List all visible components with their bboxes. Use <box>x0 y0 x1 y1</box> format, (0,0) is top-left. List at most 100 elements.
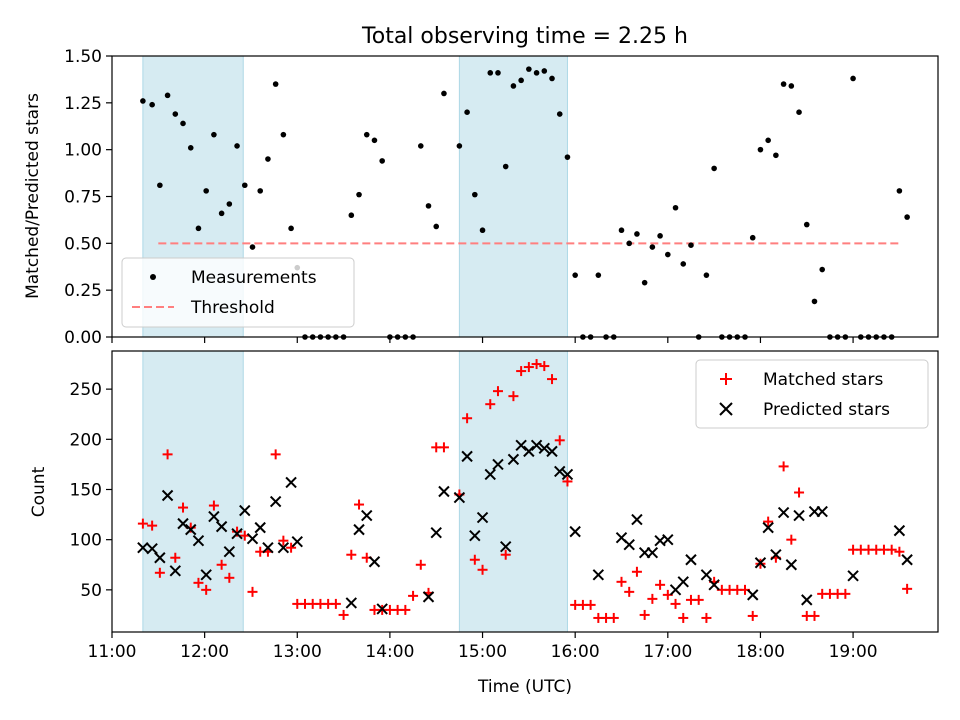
bottom-y-tick-label: 200 <box>70 430 102 450</box>
measurement-point <box>773 152 779 159</box>
bottom-y-tick-label: 100 <box>70 531 102 551</box>
measurement-point <box>757 146 764 153</box>
measurement-point <box>234 143 240 149</box>
predicted-star-point <box>361 509 373 522</box>
measurement-point <box>433 223 440 230</box>
predicted-star-point <box>277 541 290 554</box>
measurement-point <box>641 279 648 286</box>
measurement-point <box>464 109 470 115</box>
predicted-star-point <box>754 557 767 569</box>
matched-star-point <box>624 586 635 597</box>
predicted-star-point <box>177 517 189 530</box>
matched-star-point <box>747 610 758 621</box>
predicted-star-point <box>816 505 828 518</box>
measurement-point <box>172 111 179 117</box>
bottom-y-axis-label: Count <box>29 466 49 517</box>
matched-star-point <box>330 598 341 609</box>
measurement-point <box>518 77 524 84</box>
top-panel: Total observing time = 2.25 h 0.000.250.… <box>23 24 939 348</box>
matched-star-point <box>809 610 820 621</box>
measurement-point <box>472 191 478 198</box>
measurement-point <box>195 225 202 232</box>
predicted-star-point <box>291 535 303 548</box>
matched-star-point <box>354 499 365 510</box>
matched-star-point <box>492 386 503 397</box>
predicted-star-point <box>262 541 274 554</box>
predicted-star-point <box>777 506 790 519</box>
matched-star-point <box>154 567 165 578</box>
x-tick-label: 13:00 <box>273 642 322 662</box>
matched-star-point <box>508 391 519 402</box>
predicted-star-point <box>185 523 197 536</box>
bottom-y-ticks: 50 100 150 200 250 <box>70 380 112 601</box>
matched-star-point <box>415 559 426 570</box>
matched-star-point <box>655 579 666 590</box>
predicted-star-point <box>893 524 906 537</box>
predicted-star-point <box>523 445 535 458</box>
predicted-star-point <box>231 527 243 540</box>
bottom-shaded-interval-0 <box>142 350 244 633</box>
top-legend: Measurements Threshold <box>121 257 355 328</box>
bottom-y-tick-label: 250 <box>70 380 102 400</box>
top-y-tick-label: 1.25 <box>64 94 102 114</box>
matched-star-point <box>693 594 704 605</box>
matched-star-point <box>585 599 596 610</box>
measurement-point <box>672 204 679 211</box>
measurement-point <box>187 144 194 151</box>
predicted-star-point <box>345 597 358 609</box>
predicted-star-point <box>592 569 605 581</box>
measurement-point <box>226 201 233 207</box>
measurement-point <box>526 66 532 72</box>
predicted-star-point <box>515 439 527 452</box>
measurement-point <box>796 109 802 115</box>
predicted-star-point <box>700 569 713 581</box>
measurement-point <box>479 227 486 234</box>
measurement-point <box>241 182 248 189</box>
predicted-star-point <box>623 538 635 551</box>
predicted-star-point <box>801 594 813 606</box>
matched-star-point <box>670 598 681 609</box>
matched-star-point <box>902 583 913 594</box>
predicted-star-point <box>530 439 543 452</box>
matched-star-point <box>137 518 148 529</box>
matched-star-point <box>794 487 805 498</box>
matched-star-point <box>616 576 627 587</box>
predicted-star-point <box>154 552 166 564</box>
matched-star-point <box>247 586 258 597</box>
measurement-point <box>703 272 710 278</box>
measurement-point <box>595 272 602 278</box>
top-y-tick-label: 1.00 <box>64 141 102 161</box>
x-tick-label: 14:00 <box>365 642 414 662</box>
predicted-star-point <box>747 589 759 601</box>
matched-star-point <box>523 362 534 373</box>
predicted-star-point <box>785 559 798 571</box>
bottom-x-ticks: 11:00 12:00 13:00 14:00 15:00 16:00 17:00 18:00… <box>88 632 878 662</box>
matched-star-point <box>778 461 789 472</box>
predicted-star-point <box>438 485 450 498</box>
matched-star-point <box>178 502 189 513</box>
matched-star-point <box>408 590 419 601</box>
measurement-point <box>649 244 656 250</box>
matched-star-point <box>701 612 712 623</box>
predicted-star-point <box>239 504 251 517</box>
predicted-star-point <box>353 523 365 536</box>
bottom-legend: Matched stars Predicted stars <box>695 359 929 429</box>
measurement-point <box>556 111 563 117</box>
measurement-point <box>780 81 787 87</box>
measurement-point <box>533 70 540 76</box>
measurement-point <box>249 244 256 250</box>
predicted-star-point <box>685 554 697 566</box>
matched-star-point <box>631 566 642 577</box>
top-y-axis-label: Matched/Predicted stars <box>23 93 43 299</box>
predicted-star-point <box>254 521 266 534</box>
measurement-point <box>896 188 903 194</box>
measurement-point <box>157 182 163 189</box>
predicted-star-point <box>200 569 212 581</box>
matched-star-point <box>608 612 619 623</box>
x-tick-label: 12:00 <box>180 642 229 662</box>
x-tick-label: 15:00 <box>458 642 507 662</box>
matched-star-point <box>500 549 511 560</box>
matched-star-point <box>531 359 542 370</box>
x-tick-label: 18:00 <box>736 642 785 662</box>
